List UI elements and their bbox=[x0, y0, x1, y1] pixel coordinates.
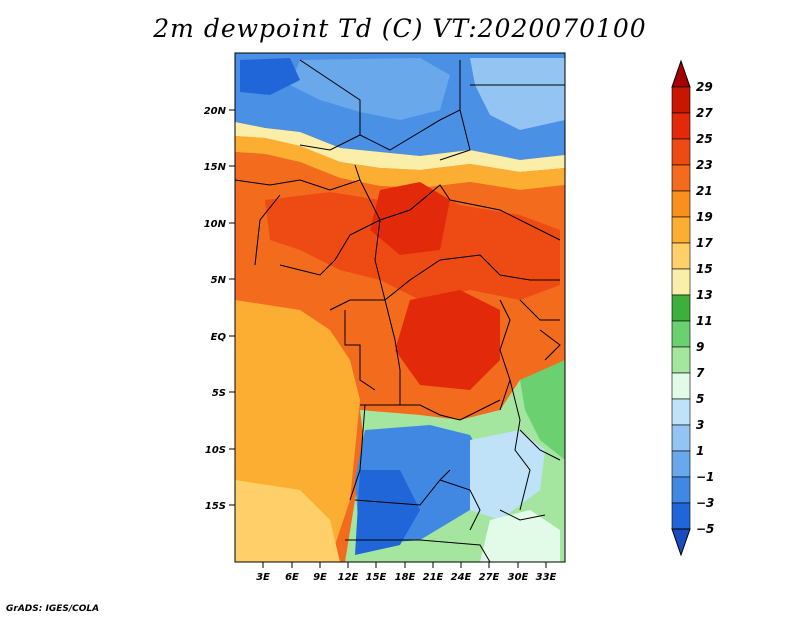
colorbar-label: 17 bbox=[696, 236, 713, 250]
lon-tick-label: 21E bbox=[423, 572, 444, 583]
lon-tick-label: 9E bbox=[313, 572, 327, 583]
lat-tick-label: 15S bbox=[205, 501, 226, 512]
colorbar-segment bbox=[671, 320, 691, 348]
lon-tick-label: 15E bbox=[366, 572, 387, 583]
lat-tick-label: EQ bbox=[211, 332, 227, 343]
colorbar-label: −1 bbox=[696, 470, 714, 484]
colorbar-label: 29 bbox=[696, 80, 713, 94]
colorbar-segment bbox=[671, 112, 691, 140]
colorbar-label: 27 bbox=[696, 106, 713, 120]
colorbar-label: 1 bbox=[696, 444, 704, 458]
colorbar-label: 19 bbox=[696, 210, 713, 224]
latitude-axis: 20N 15N 10N 5N EQ 5S 10S 15S bbox=[204, 106, 235, 512]
colorbar-segment bbox=[671, 164, 691, 192]
colorbar-segment bbox=[671, 242, 691, 270]
colorbar-bottom-arrow bbox=[671, 528, 691, 557]
credit-footer: GrADS: IGES/COLA bbox=[6, 604, 100, 614]
lon-tick-label: 3E bbox=[256, 572, 270, 583]
lon-tick-label: 33E bbox=[536, 572, 557, 583]
map-frame bbox=[234, 52, 566, 563]
colorbar-label: 5 bbox=[696, 392, 704, 406]
lat-tick-label: 5S bbox=[212, 388, 226, 399]
colorbar-label: 9 bbox=[696, 340, 704, 354]
longitude-axis: 3E 6E 9E 12E 15E 18E 21E 24E 27E 30E 33E bbox=[256, 562, 557, 583]
colorbar-segment bbox=[671, 294, 691, 322]
colorbar-segment bbox=[671, 398, 691, 426]
colorbar-segment bbox=[671, 138, 691, 166]
lon-tick-label: 27E bbox=[479, 572, 500, 583]
lon-tick-label: 6E bbox=[285, 572, 299, 583]
colorbar-label: 15 bbox=[696, 262, 713, 276]
lat-tick-label: 10S bbox=[205, 445, 226, 456]
colorbar-segment bbox=[671, 190, 691, 218]
colorbar-label: −5 bbox=[696, 522, 714, 536]
colorbar-segment bbox=[671, 268, 691, 296]
colorbar-label: 13 bbox=[696, 288, 713, 302]
colorbar-label: −3 bbox=[696, 496, 714, 510]
lat-tick-label: 15N bbox=[204, 162, 227, 173]
colorbar-top-arrow bbox=[671, 59, 691, 88]
colorbar-segment bbox=[671, 372, 691, 400]
colorbar-label: 21 bbox=[696, 184, 713, 198]
colorbar-segment bbox=[671, 424, 691, 452]
map-title: 2m dewpoint Td (C) VT:2020070100 bbox=[153, 14, 647, 43]
colorbar-segment bbox=[671, 86, 691, 114]
lat-tick-label: 20N bbox=[204, 106, 227, 117]
colorbar-segment bbox=[671, 346, 691, 374]
colorbar-segment bbox=[671, 502, 691, 530]
colorbar-label: 7 bbox=[696, 366, 705, 380]
colorbar-label: 25 bbox=[696, 132, 713, 146]
lat-tick-label: 10N bbox=[204, 219, 227, 230]
colorbar-label: 11 bbox=[696, 314, 713, 328]
lon-tick-label: 18E bbox=[395, 572, 416, 583]
colorbar-segment bbox=[671, 216, 691, 244]
colorbar-segment bbox=[671, 450, 691, 478]
colorbar-segment bbox=[671, 476, 691, 504]
colorbar-label: 23 bbox=[696, 158, 713, 172]
colorbar: 29 27 25 23 21 19 17 15 13 11 9 7 5 3 1 … bbox=[671, 59, 714, 557]
lat-tick-label: 5N bbox=[211, 275, 227, 286]
lon-tick-label: 30E bbox=[508, 572, 529, 583]
country-borders bbox=[235, 59, 565, 562]
lon-tick-label: 12E bbox=[338, 572, 359, 583]
lon-tick-label: 24E bbox=[451, 572, 472, 583]
dewpoint-field bbox=[235, 53, 565, 562]
colorbar-label: 3 bbox=[696, 418, 704, 432]
